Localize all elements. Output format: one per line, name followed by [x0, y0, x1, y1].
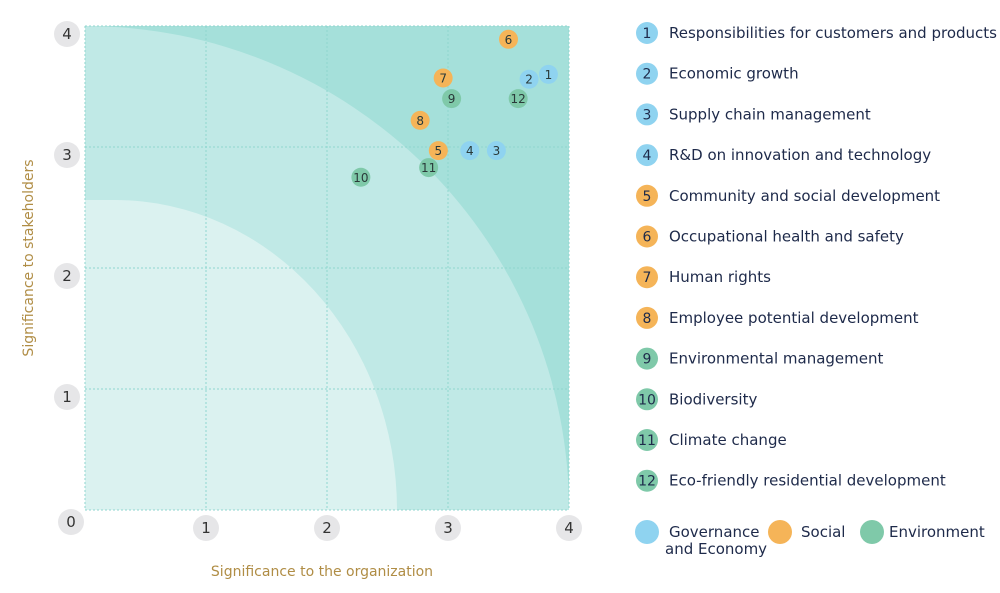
data-point-label: 8	[416, 114, 424, 128]
legend-badge-4	[636, 144, 658, 167]
legend-item-label: Eco-friendly residential development	[669, 472, 946, 490]
legend-item-label: Economic growth	[669, 65, 799, 83]
x-tick-badge	[556, 515, 582, 541]
legend-badge-9	[636, 347, 658, 370]
legend-item-label: Occupational health and safety	[669, 228, 904, 246]
x-tick-label: 4	[564, 519, 574, 537]
legend-item-label: Responsibilities for customers and produ…	[669, 24, 997, 42]
data-point-7	[433, 68, 453, 88]
legend-item-label: Climate change	[669, 431, 787, 449]
legend-item-label: Environmental management	[669, 350, 884, 368]
category-legend-swatch-env	[860, 520, 884, 544]
legend-badge-3	[636, 103, 658, 126]
legend-badge-8	[636, 306, 658, 329]
y-tick-badge	[54, 263, 80, 289]
category-legend-swatch-soc	[768, 520, 792, 544]
legend-number: 9	[643, 352, 652, 368]
legend-number: 12	[638, 474, 656, 490]
data-point-label: 7	[439, 72, 447, 86]
data-point-8	[410, 110, 430, 130]
data-point-6	[499, 29, 518, 49]
data-point-label: 6	[505, 33, 513, 47]
x-tick-label: 1	[201, 519, 211, 537]
y-tick-label: 2	[62, 267, 72, 285]
data-point-label: 12	[511, 92, 526, 106]
legend-badge-12	[636, 469, 658, 492]
legend-number: 8	[643, 311, 652, 327]
category-legend-label: and Economy	[665, 540, 767, 558]
legend-number: 10	[638, 392, 656, 408]
legend-badge-1	[636, 22, 658, 44]
legend-number: 2	[643, 67, 652, 83]
x-tick-label: 3	[443, 519, 453, 537]
legend-badge-7	[636, 266, 658, 289]
legend-item-label: Human rights	[669, 268, 771, 286]
x-tick-badge	[314, 515, 340, 541]
y-tick-badge	[54, 21, 80, 47]
legend-badge-10	[636, 388, 658, 411]
category-legend-label: Social	[801, 523, 845, 541]
legend-number: 5	[643, 189, 652, 205]
legend-number: 7	[643, 270, 652, 286]
y-tick-label: 4	[62, 25, 72, 43]
legend-number: 6	[643, 230, 652, 246]
y-tick-label: 1	[62, 388, 72, 406]
legend-number: 4	[643, 148, 652, 164]
x-tick-badge	[58, 509, 84, 535]
category-legend-label: Environment	[889, 523, 985, 541]
data-point-label: 1	[545, 68, 553, 82]
data-point-label: 5	[434, 144, 442, 158]
legend-item-label: Supply chain management	[669, 105, 871, 123]
y-tick-badge	[54, 142, 80, 168]
data-point-11	[419, 158, 439, 178]
data-point-1	[538, 64, 558, 84]
data-point-12	[508, 89, 528, 109]
data-point-9	[442, 89, 462, 109]
legend-number: 11	[638, 433, 656, 449]
legend-item-label: R&D on innovation and technology	[669, 146, 931, 164]
data-point-label: 2	[525, 73, 533, 87]
category-legend-swatch-gov	[635, 520, 659, 544]
y-tick-badge	[54, 384, 80, 410]
x-tick-label: 0	[66, 513, 76, 531]
data-point-5	[428, 141, 448, 161]
x-axis-label: Significance to the organization	[211, 564, 433, 580]
data-point-4	[460, 141, 480, 161]
x-tick-badge	[435, 515, 461, 541]
x-tick-label: 2	[322, 519, 332, 537]
legend-item-label: Employee potential development	[669, 309, 919, 327]
data-point-label: 9	[448, 92, 456, 106]
data-point-3	[486, 141, 506, 161]
category-legend-label: Governance	[669, 523, 760, 541]
y-tick-label: 3	[62, 146, 72, 164]
y-axis-label: Significance to stakeholders	[21, 159, 37, 356]
legend-item-label: Biodiversity	[669, 390, 757, 408]
background-low-zone	[85, 200, 397, 510]
legend-number: 3	[643, 107, 652, 123]
data-point-label: 10	[353, 171, 368, 185]
data-point-label: 3	[493, 144, 501, 158]
legend-badge-2	[636, 62, 658, 85]
data-point-2	[519, 69, 539, 89]
legend-badge-5	[636, 184, 658, 207]
data-point-label: 11	[421, 161, 436, 175]
legend-badge-6	[636, 225, 658, 248]
x-tick-badge	[193, 515, 219, 541]
data-point-10	[351, 167, 371, 187]
legend-item-label: Community and social development	[669, 187, 940, 205]
legend-number: 1	[643, 26, 652, 42]
data-point-label: 4	[466, 144, 474, 158]
legend-badge-11	[636, 429, 658, 451]
